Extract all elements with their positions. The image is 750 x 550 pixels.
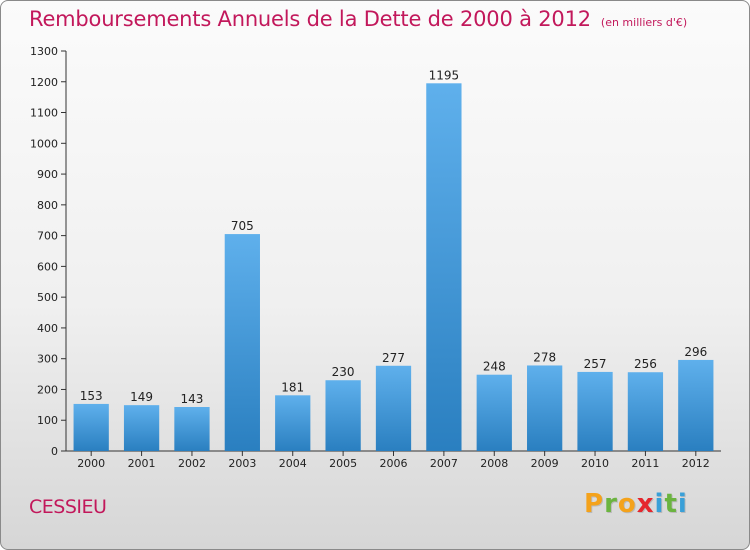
- y-tick-label: 900: [37, 168, 58, 181]
- data-label: 230: [332, 365, 355, 379]
- x-tick-label: 2002: [178, 457, 206, 470]
- y-tick-label: 1200: [30, 76, 58, 89]
- logo-letter: i: [654, 489, 665, 519]
- x-tick-label: 2012: [682, 457, 710, 470]
- logo-letter: x: [636, 489, 655, 519]
- bar-2012: [678, 359, 714, 451]
- bar-2005: [325, 380, 361, 451]
- commune-name: CESSIEU: [29, 496, 107, 518]
- proxiti-logo: Proxiti: [584, 489, 688, 519]
- bar-2009: [527, 365, 563, 451]
- bar-2003: [224, 234, 260, 451]
- x-tick-label: 2010: [581, 457, 609, 470]
- y-tick-label: 800: [37, 199, 58, 212]
- bar-2001: [123, 405, 160, 451]
- x-tick-label: 2011: [631, 457, 659, 470]
- bar-2008: [476, 374, 512, 451]
- y-tick-label: 200: [37, 383, 58, 396]
- x-tick-label: 2006: [380, 457, 408, 470]
- y-tick-label: 500: [37, 291, 58, 304]
- bar-2007: [426, 83, 462, 452]
- y-tick-label: 100: [37, 414, 58, 427]
- x-tick-label: 2008: [480, 457, 508, 470]
- logo-letter: i: [677, 489, 688, 519]
- bar-2011: [627, 372, 664, 451]
- data-label: 296: [684, 345, 707, 359]
- x-tick-label: 2007: [430, 457, 458, 470]
- x-tick-label: 2005: [329, 457, 357, 470]
- title-line: Remboursements Annuels de la Dette de 20…: [29, 7, 687, 31]
- x-tick-label: 2004: [279, 457, 307, 470]
- y-tick-label: 1000: [30, 137, 58, 150]
- y-tick-label: 1100: [30, 107, 58, 120]
- bar-2006: [375, 365, 412, 451]
- x-tick-label: 2000: [77, 457, 105, 470]
- data-label: 149: [130, 390, 153, 404]
- data-label: 256: [634, 357, 657, 371]
- data-label: 278: [533, 350, 556, 364]
- data-label: 705: [231, 219, 254, 233]
- data-label: 153: [80, 389, 103, 403]
- data-label: 257: [584, 357, 607, 371]
- y-tick-label: 1300: [30, 45, 58, 58]
- logo-letter: o: [617, 489, 637, 519]
- y-tick-label: 700: [37, 230, 58, 243]
- bar-2002: [174, 407, 210, 451]
- x-tick-label: 2003: [228, 457, 256, 470]
- y-axis: 0 100 200 300 400 500 600 700 800 900 1000 1100 1200…: [30, 45, 67, 458]
- y-tick-label: 600: [37, 260, 58, 273]
- y-tick-label: 0: [51, 445, 58, 458]
- data-label: 1195: [429, 68, 460, 82]
- chart-subtitle: (en milliers d'€): [600, 16, 688, 29]
- logo-letter: P: [584, 489, 605, 519]
- bar-2004: [275, 395, 311, 451]
- x-axis: 2000 2001 2002 2003 2004 2005 2006 2007 2008 2009…: [66, 450, 721, 470]
- logo-letter: t: [664, 489, 678, 519]
- bar-2000: [73, 403, 109, 451]
- chart-title: Remboursements Annuels de la Dette de 20…: [29, 7, 591, 31]
- logo-letter: r: [604, 489, 618, 519]
- data-label: 181: [281, 380, 304, 394]
- y-tick-label: 300: [37, 353, 58, 366]
- bars: 153 149 143 705 181 230 277 1195 248 278 257 256 296: [73, 68, 714, 452]
- x-tick-label: 2001: [128, 457, 156, 470]
- data-label: 143: [181, 392, 204, 406]
- bar-2010: [577, 371, 613, 451]
- data-label: 248: [483, 360, 506, 374]
- y-tick-label: 400: [37, 322, 58, 335]
- data-label: 277: [382, 351, 405, 365]
- x-tick-label: 2009: [531, 457, 559, 470]
